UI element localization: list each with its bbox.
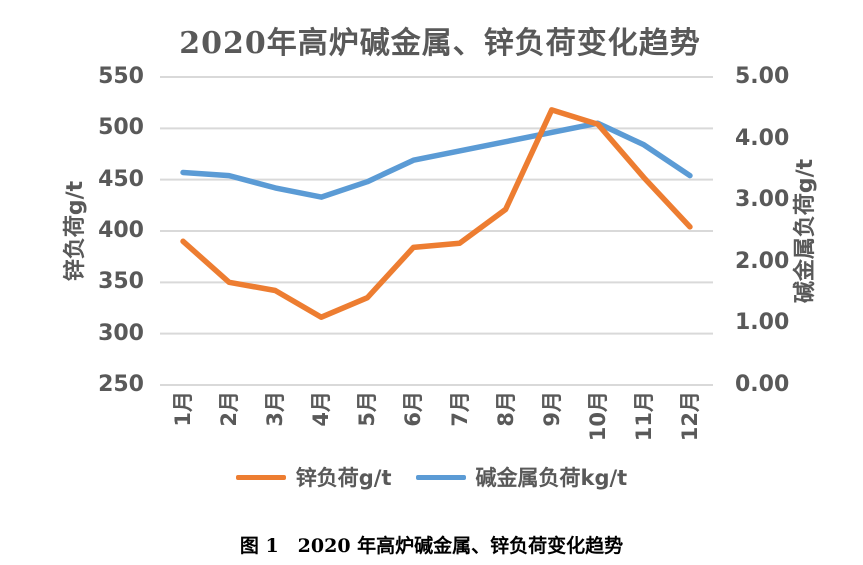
left-axis-title: 锌负荷g/t [63,180,88,282]
alkali-load-line [180,120,693,200]
left-axis-tick-label: 250 [98,372,144,397]
right-axis-title: 碱金属负荷g/t [793,158,818,304]
x-axis-tick-label: 8月 [493,391,518,427]
legend-item-zinc: 锌负荷g/t [235,462,392,492]
x-axis-tick-label: 4月 [309,391,334,427]
left-axis-tick-label: 350 [98,269,144,295]
left-axis-tick-label: 550 [98,64,144,89]
figure-caption: 图 1 2020 年高炉碱金属、锌负荷变化趋势 [239,535,624,557]
zinc-load-line [180,107,693,320]
right-axis-tick-label: 0.00 [735,372,790,397]
right-axis-tick-label: 3.00 [735,187,790,213]
x-axis-tick-label: 11月 [631,391,656,442]
zinc-line-swatch [235,474,286,480]
x-axis-tick-label: 10月 [585,391,610,442]
x-axis-tick-label: 3月 [263,391,288,427]
right-axis-tick-label: 1.00 [735,310,790,336]
left-axis-tick-label: 450 [98,166,144,192]
legend-label-alkali: 碱金属负荷kg/t [475,466,628,490]
x-axis-tick-label: 5月 [355,391,380,427]
left-axis-tick-label: 500 [98,115,144,141]
x-axis-tick-label: 6月 [401,391,426,427]
right-axis-tick-label: 5.00 [735,64,790,89]
x-axis-tick-label: 7月 [447,391,472,427]
alkali-line-swatch [415,474,466,480]
legend-item-alkali: 碱金属负荷kg/t [415,462,628,492]
right-axis-tick-label: 2.00 [735,248,790,274]
x-axis-tick-label: 2月 [217,391,242,427]
left-axis-tick-label: 400 [98,218,144,243]
x-axis-tick-label: 1月 [171,391,196,427]
x-axis-tick-label: 12月 [677,391,702,442]
right-axis-tick-label: 4.00 [735,125,790,151]
legend-label-zinc: 锌负荷g/t [295,466,392,490]
chart-legend: 锌负荷g/t 碱金属负荷kg/t [0,462,863,492]
x-axis-tick-label: 9月 [539,391,564,427]
chart-title: 2020年高炉碱金属、锌负荷变化趋势 [179,26,701,61]
left-axis-tick-label: 300 [98,320,144,346]
